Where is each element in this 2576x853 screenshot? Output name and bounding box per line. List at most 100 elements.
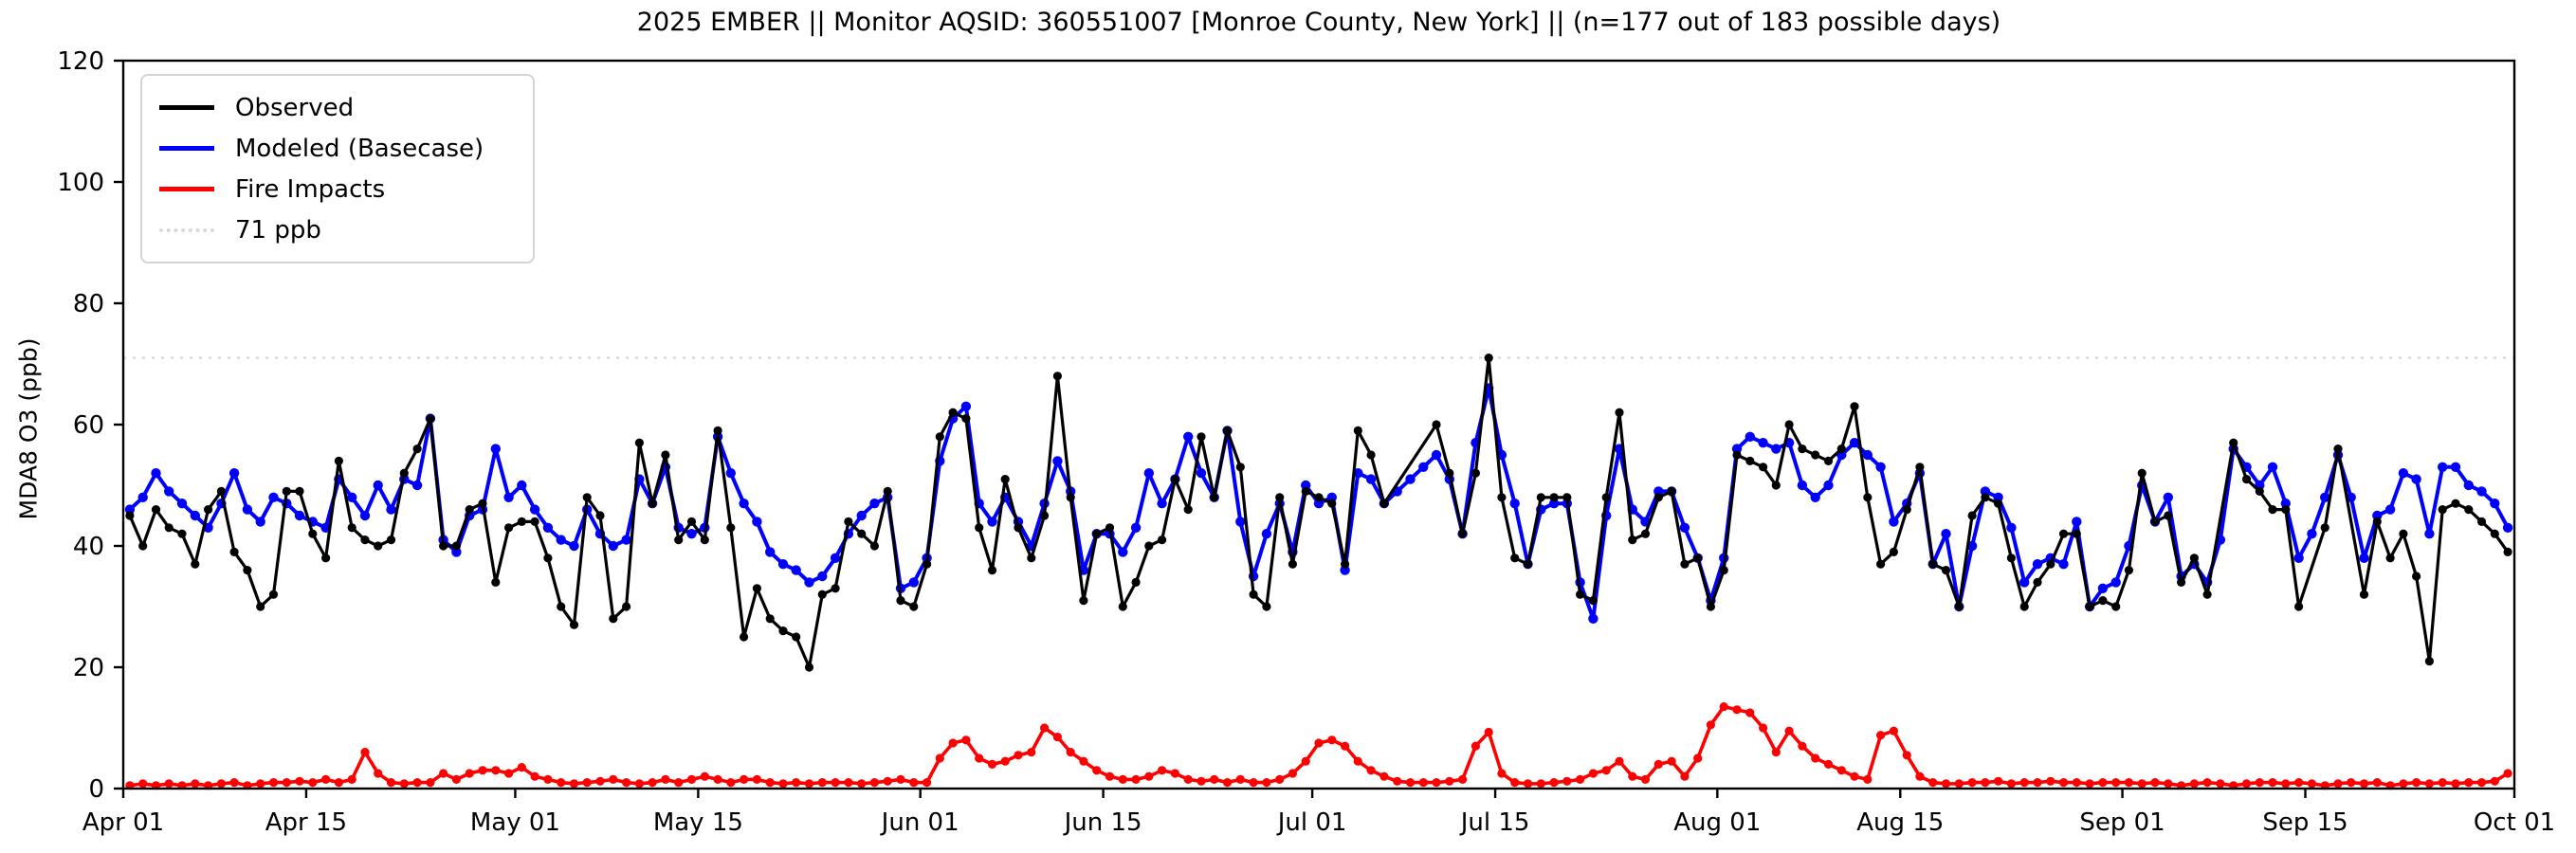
- legend-item-fire-impacts: Fire Impacts: [159, 169, 516, 209]
- data-point: [1967, 511, 1977, 520]
- data-point: [1079, 596, 1088, 606]
- data-point: [2307, 529, 2317, 539]
- data-point: [1836, 445, 1846, 454]
- series-markers-fire-impacts: [125, 702, 2512, 790]
- data-point: [1471, 741, 1480, 751]
- data-point: [883, 776, 892, 786]
- data-point: [1966, 540, 1978, 552]
- data-point: [831, 778, 840, 788]
- data-point: [1079, 756, 1088, 766]
- data-point: [1811, 450, 1820, 460]
- legend-box: Observed Modeled (Basecase) Fire Impacts 71…: [140, 74, 535, 263]
- data-point: [2411, 474, 2421, 484]
- data-point: [1588, 613, 1599, 624]
- data-point: [124, 504, 136, 515]
- data-point: [1771, 444, 1781, 454]
- data-point: [713, 774, 722, 785]
- data-point: [1327, 499, 1337, 508]
- data-point: [1823, 759, 1834, 770]
- data-point: [831, 584, 840, 593]
- data-point: [1980, 486, 1991, 497]
- data-point: [411, 480, 423, 491]
- data-point: [1235, 517, 1246, 527]
- data-point: [2372, 510, 2383, 521]
- data-point: [2385, 554, 2395, 563]
- data-point: [1548, 499, 1560, 509]
- data-point: [2424, 657, 2434, 666]
- data-point: [1235, 774, 1245, 785]
- data-point: [2320, 492, 2330, 502]
- data-point: [2490, 499, 2500, 509]
- data-point: [517, 763, 526, 772]
- data-point: [2177, 577, 2186, 588]
- data-point: [1196, 468, 1207, 479]
- data-point: [1863, 774, 1873, 785]
- data-point: [294, 510, 305, 521]
- data-point: [948, 408, 958, 417]
- data-point: [478, 499, 487, 508]
- data-point: [321, 774, 331, 785]
- data-point: [1706, 720, 1715, 730]
- data-point: [491, 766, 501, 775]
- data-point: [2032, 559, 2043, 570]
- data-point: [1653, 486, 1664, 497]
- data-point: [138, 541, 148, 551]
- data-point: [268, 778, 279, 788]
- data-point: [1798, 445, 1807, 454]
- data-point: [1183, 431, 1194, 442]
- y-tick-label: 0: [88, 775, 104, 804]
- data-point: [713, 426, 722, 435]
- data-point: [609, 614, 618, 624]
- data-point: [373, 480, 383, 491]
- data-point: [451, 547, 462, 557]
- y-tick-label: 20: [73, 654, 104, 682]
- data-point: [1823, 480, 1834, 491]
- data-point: [777, 559, 789, 570]
- data-point: [1105, 523, 1115, 533]
- data-point: [896, 774, 905, 785]
- data-point: [2033, 577, 2042, 588]
- data-point: [792, 632, 801, 642]
- data-point: [1732, 450, 1742, 460]
- data-point: [765, 614, 775, 624]
- data-point: [1288, 559, 1297, 569]
- legend-item-71-ppb: 71 ppb: [159, 209, 516, 250]
- data-point: [1014, 523, 1023, 533]
- data-point: [386, 535, 396, 545]
- data-point: [1745, 431, 1756, 442]
- data-point: [817, 571, 828, 582]
- data-point: [582, 778, 592, 788]
- data-point: [1576, 774, 1585, 785]
- data-point: [1653, 493, 1663, 502]
- data-point: [465, 769, 474, 778]
- data-point: [686, 517, 697, 527]
- data-point: [1341, 559, 1350, 569]
- data-point: [1836, 766, 1846, 775]
- data-point: [2110, 577, 2121, 588]
- data-point: [412, 445, 422, 454]
- data-point: [1679, 522, 1690, 533]
- data-point: [1301, 486, 1310, 497]
- data-point: [1902, 505, 1911, 515]
- data-point: [1131, 577, 1141, 588]
- data-point: [2307, 779, 2316, 789]
- data-point: [1667, 486, 1676, 497]
- data-point: [1235, 463, 1245, 472]
- data-point: [1326, 492, 1338, 502]
- data-point: [740, 774, 749, 785]
- data-point: [909, 602, 919, 611]
- data-point: [216, 779, 226, 789]
- data-point: [1432, 778, 1441, 788]
- data-point: [1313, 499, 1325, 509]
- data-point: [1994, 499, 2003, 508]
- data-point: [359, 510, 371, 521]
- data-point: [752, 517, 762, 527]
- data-point: [2451, 499, 2460, 508]
- data-point: [1000, 756, 1010, 766]
- data-point: [661, 450, 670, 460]
- data-point: [869, 499, 880, 509]
- data-point: [399, 779, 409, 789]
- data-point: [2359, 553, 2369, 563]
- data-point: [725, 468, 736, 479]
- data-point: [2464, 778, 2474, 788]
